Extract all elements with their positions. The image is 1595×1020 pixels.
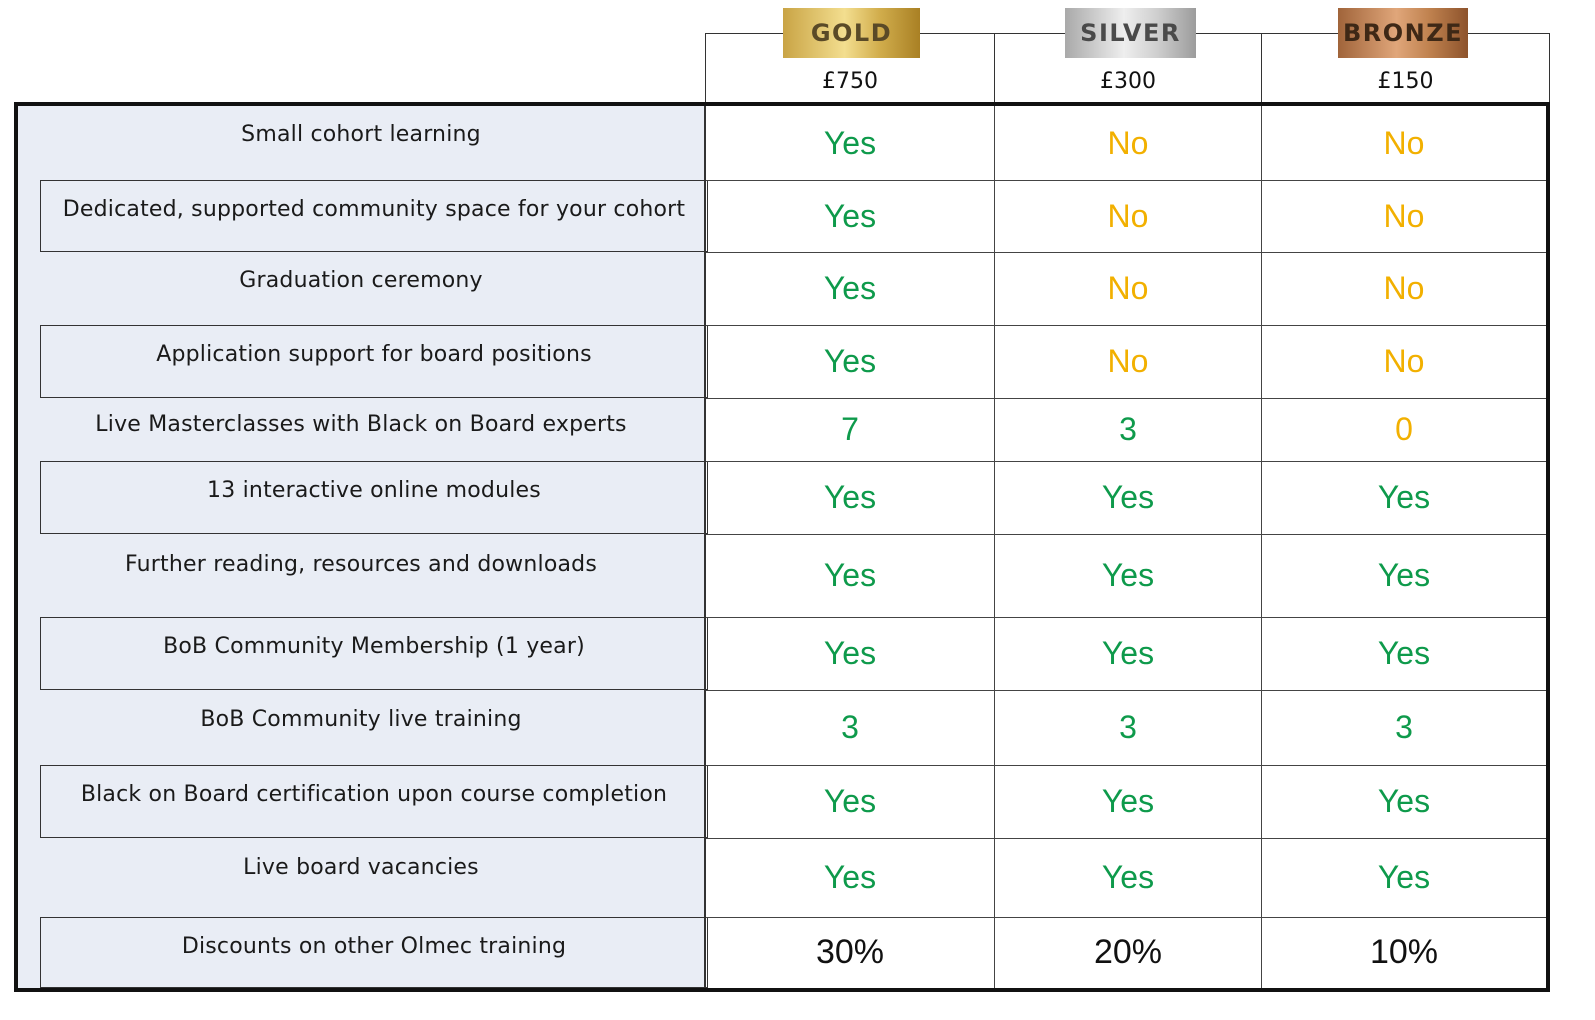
feature-row: Graduation ceremony [18, 252, 704, 325]
bronze-value-cell: Yes [1377, 479, 1431, 515]
gold-value-cell: 30% [815, 933, 885, 971]
row-divider [706, 917, 1546, 918]
feature-label: Live Masterclasses with Black on Board e… [95, 412, 627, 437]
feature-label: Black on Board certification upon course… [80, 782, 668, 807]
tier-badge-silver: SILVER [1065, 8, 1196, 58]
silver-value-cell: No [1107, 343, 1149, 379]
feature-row: Black on Board certification upon course… [40, 765, 708, 838]
bronze-value-cell: 0 [1395, 411, 1413, 447]
gold-value-cell: 7 [841, 411, 859, 447]
silver-value-cell: 3 [1119, 411, 1137, 447]
row-divider [706, 690, 1546, 691]
feature-row: Dedicated, supported community space for… [40, 180, 708, 252]
silver-value-cell: Yes [1101, 479, 1155, 515]
row-divider [706, 534, 1546, 535]
tier-price-gold: £750 [822, 68, 878, 94]
row-divider [706, 461, 1546, 462]
comparison-table: Small cohort learning Dedicated, supporte… [14, 102, 1550, 992]
feature-row: BoB Community Membership (1 year) [40, 617, 708, 690]
tier-badge-bronze: BRONZE [1338, 8, 1468, 58]
feature-row: 13 interactive online modules [40, 461, 708, 534]
row-divider [706, 617, 1546, 618]
silver-value-cell: Yes [1101, 859, 1155, 895]
gold-value-cell: 3 [841, 709, 859, 745]
tier-price-bronze: £150 [1377, 68, 1434, 94]
row-divider [706, 398, 1546, 399]
gold-value-cell: Yes [823, 859, 877, 895]
feature-row: Discounts on other Olmec training [40, 917, 708, 988]
row-divider [706, 838, 1546, 839]
column-divider-gold-silver [994, 106, 995, 988]
bronze-value-cell: Yes [1377, 783, 1431, 819]
bronze-value-cell: No [1383, 270, 1425, 306]
row-divider [706, 325, 1546, 326]
feature-label: Discounts on other Olmec training [181, 934, 567, 959]
feature-row: Live Masterclasses with Black on Board e… [18, 398, 704, 461]
bronze-value-cell: Yes [1377, 557, 1431, 593]
feature-label: Graduation ceremony [239, 268, 483, 293]
row-divider [706, 765, 1546, 766]
feature-label: Further reading, resources and downloads [125, 552, 597, 577]
tier-price-silver: £300 [1100, 68, 1156, 94]
gold-value-cell: Yes [823, 270, 877, 306]
feature-label: BoB Community Membership (1 year) [163, 634, 585, 659]
row-divider [706, 180, 1546, 181]
feature-row: Small cohort learning [18, 106, 704, 180]
row-divider [706, 252, 1546, 253]
gold-value-cell: Yes [823, 124, 877, 161]
silver-value-cell: 3 [1119, 709, 1137, 745]
feature-row: Live board vacancies [18, 838, 704, 917]
gold-value-cell: Yes [823, 479, 877, 515]
bronze-value-cell: No [1383, 197, 1425, 234]
tier-badge-gold: GOLD [783, 8, 920, 58]
bronze-value-cell: Yes [1377, 859, 1431, 895]
gold-value-cell: Yes [823, 343, 877, 379]
feature-row: BoB Community live training [18, 690, 704, 765]
column-divider-silver-bronze [1261, 106, 1262, 988]
feature-label: Dedicated, supported community space for… [62, 197, 686, 222]
bronze-value-cell: No [1383, 343, 1425, 379]
gold-value-cell: Yes [823, 635, 877, 671]
feature-label: Small cohort learning [241, 122, 481, 147]
silver-value-cell: No [1107, 270, 1149, 306]
feature-row: Further reading, resources and downloads [18, 534, 704, 617]
bronze-value-cell: Yes [1377, 635, 1431, 671]
silver-value-cell: No [1107, 124, 1149, 161]
silver-value-cell: 20% [1093, 933, 1163, 971]
feature-label: BoB Community live training [200, 707, 522, 732]
bronze-value-cell: 10% [1369, 933, 1439, 971]
silver-value-cell: Yes [1101, 557, 1155, 593]
silver-value-cell: Yes [1101, 783, 1155, 819]
gold-value-cell: Yes [823, 197, 877, 234]
feature-column: Small cohort learning Dedicated, supporte… [18, 106, 708, 988]
gold-value-cell: Yes [823, 557, 877, 593]
gold-value-cell: Yes [823, 783, 877, 819]
bronze-value-cell: No [1383, 124, 1425, 161]
feature-label: 13 interactive online modules [207, 478, 541, 503]
feature-label: Application support for board positions [156, 342, 592, 367]
feature-label: Live board vacancies [243, 855, 479, 880]
bronze-value-cell: 3 [1395, 709, 1413, 745]
silver-value-cell: No [1107, 197, 1149, 234]
feature-row: Application support for board positions [40, 325, 708, 398]
silver-value-cell: Yes [1101, 635, 1155, 671]
